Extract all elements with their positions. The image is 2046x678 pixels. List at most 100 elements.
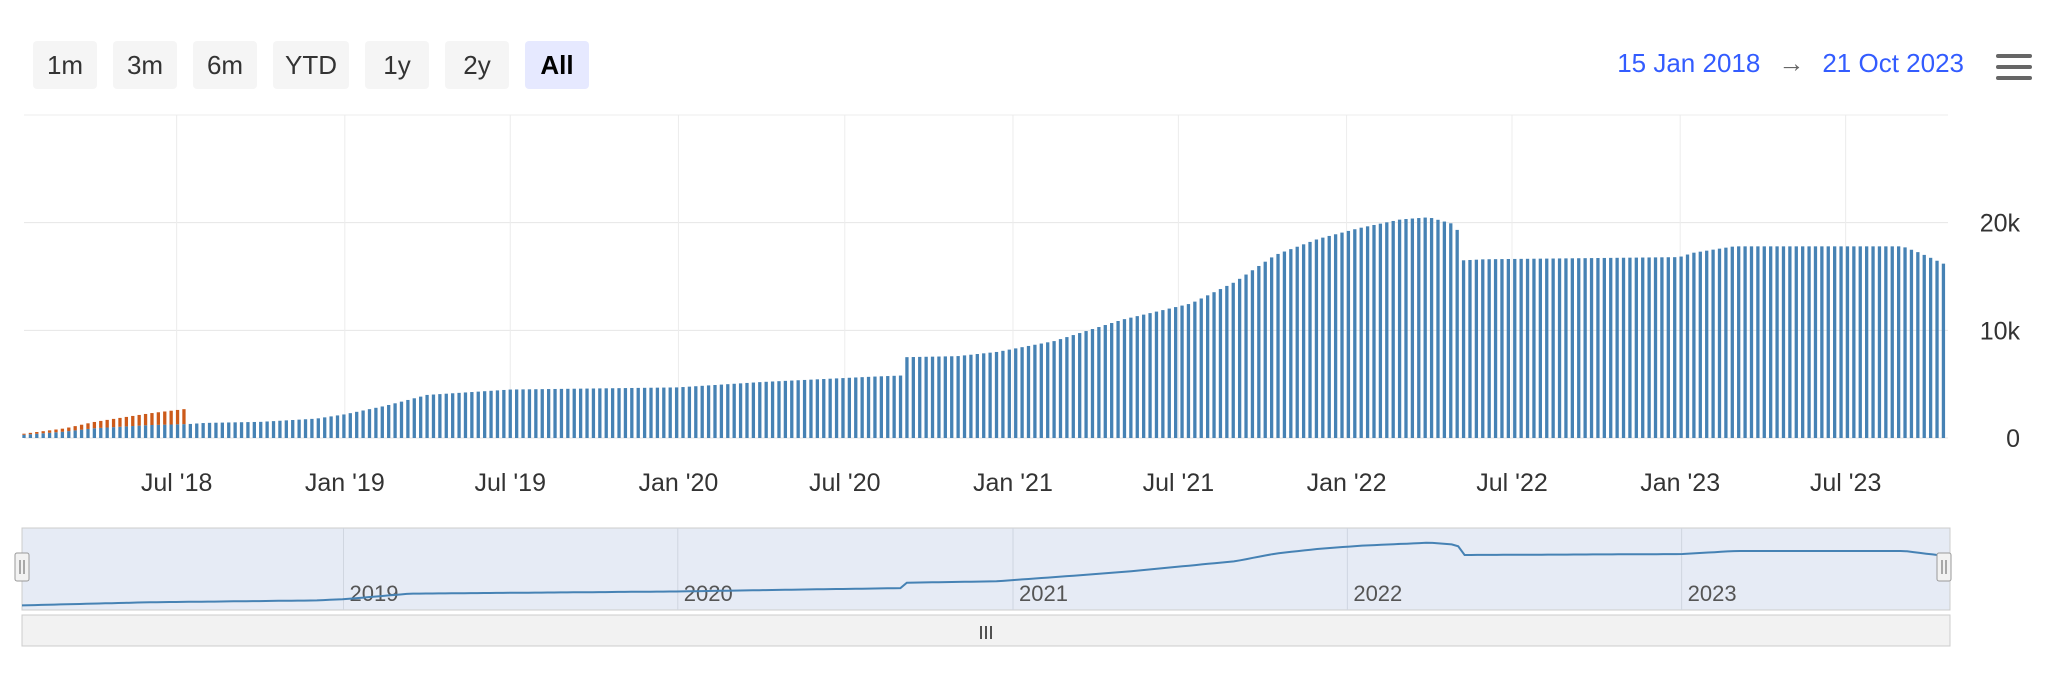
bar: [873, 376, 877, 438]
bar: [841, 378, 845, 438]
bar: [1346, 230, 1351, 438]
bar: [1397, 219, 1402, 438]
range-button-1y[interactable]: 1y: [365, 41, 429, 89]
bar: [374, 407, 378, 438]
bar: [1564, 258, 1568, 438]
date-from[interactable]: 15 Jan 2018: [1617, 48, 1761, 78]
bar: [1762, 246, 1766, 438]
bar: [719, 384, 724, 438]
bar: [1039, 343, 1043, 438]
bar: [604, 388, 608, 438]
bar: [457, 392, 461, 438]
bar: [700, 385, 704, 438]
bar: [1685, 254, 1690, 438]
bar: [924, 356, 928, 438]
bar: [1135, 316, 1139, 438]
bar: [1941, 263, 1946, 438]
range-button-2y[interactable]: 2y: [445, 41, 509, 89]
bar: [1717, 248, 1722, 438]
bar-segment: [54, 429, 58, 433]
navigator-year-label: 2019: [349, 581, 398, 606]
bar: [1877, 246, 1882, 438]
bar: [860, 377, 864, 438]
bar: [387, 404, 391, 438]
scrollbar[interactable]: [21, 614, 1951, 647]
x-tick-label: Jul '22: [1476, 469, 1547, 497]
bar: [227, 422, 231, 438]
range-button-ytd[interactable]: YTD: [273, 41, 349, 89]
bar-segment: [131, 415, 135, 427]
bar: [1449, 223, 1453, 438]
bar: [1845, 246, 1850, 438]
bar: [1538, 258, 1542, 438]
bar: [1679, 256, 1683, 438]
bar: [1417, 218, 1421, 438]
bar: [1884, 246, 1888, 438]
bar: [988, 352, 992, 438]
bar: [310, 418, 314, 438]
bar: [175, 424, 180, 438]
bar-segment: [73, 426, 77, 431]
bar-segment: [118, 417, 122, 427]
bar: [406, 399, 410, 438]
y-tick-label: 10k: [1980, 317, 2021, 345]
bar: [1896, 246, 1901, 438]
range-button-6m[interactable]: 6m: [193, 41, 257, 89]
bar-segment: [163, 411, 167, 425]
y-axis: 0 10k 20k: [1980, 210, 2021, 453]
bar: [1180, 305, 1184, 438]
bar: [495, 390, 500, 438]
bar: [1833, 246, 1837, 438]
bar: [886, 376, 890, 438]
bar: [143, 425, 148, 438]
navigator-handle-right[interactable]: [1936, 552, 1952, 582]
bar: [335, 415, 340, 438]
bar: [124, 426, 129, 438]
bar: [1743, 246, 1747, 438]
range-button-all[interactable]: All: [525, 41, 589, 89]
bar: [1372, 224, 1376, 438]
bar: [1244, 274, 1248, 438]
bar-segment: [156, 412, 161, 425]
bar: [1673, 257, 1677, 438]
bar: [105, 427, 109, 438]
navigator-year-label: 2021: [1019, 581, 1068, 606]
date-to[interactable]: 21 Oct 2023: [1822, 48, 1964, 78]
bar: [1730, 246, 1734, 438]
bar: [1481, 259, 1485, 438]
bar: [86, 428, 90, 438]
range-button-3m[interactable]: 3m: [113, 41, 177, 89]
bar: [630, 387, 634, 438]
bar: [655, 387, 660, 438]
navigator-year-label: 2022: [1353, 581, 1402, 606]
bar-segment: [79, 424, 84, 430]
bar: [1615, 257, 1619, 438]
bar-segment: [111, 418, 116, 428]
bar: [1007, 349, 1011, 438]
hamburger-menu-icon[interactable]: [1996, 54, 2032, 86]
bar: [1557, 258, 1562, 438]
bar: [1513, 258, 1517, 438]
bar: [1359, 227, 1363, 438]
bar: [1353, 229, 1357, 438]
bar: [815, 379, 820, 438]
bar: [969, 354, 973, 438]
bar: [578, 388, 583, 438]
bar-segment: [47, 430, 52, 433]
bar: [1621, 257, 1626, 438]
bar: [1749, 246, 1754, 438]
bar: [169, 424, 173, 438]
bar: [284, 420, 288, 438]
navigator-handle-left[interactable]: [14, 552, 30, 582]
bar: [1122, 319, 1127, 438]
navigator-mask: [21, 527, 1951, 611]
bar: [1225, 285, 1229, 438]
bar: [642, 387, 647, 438]
bar: [233, 422, 237, 438]
range-button-1m[interactable]: 1m: [33, 41, 97, 89]
bar: [1570, 258, 1574, 438]
bar: [60, 431, 65, 438]
bar-segment: [175, 409, 180, 425]
bars: [22, 217, 1946, 438]
bar: [1775, 246, 1779, 438]
